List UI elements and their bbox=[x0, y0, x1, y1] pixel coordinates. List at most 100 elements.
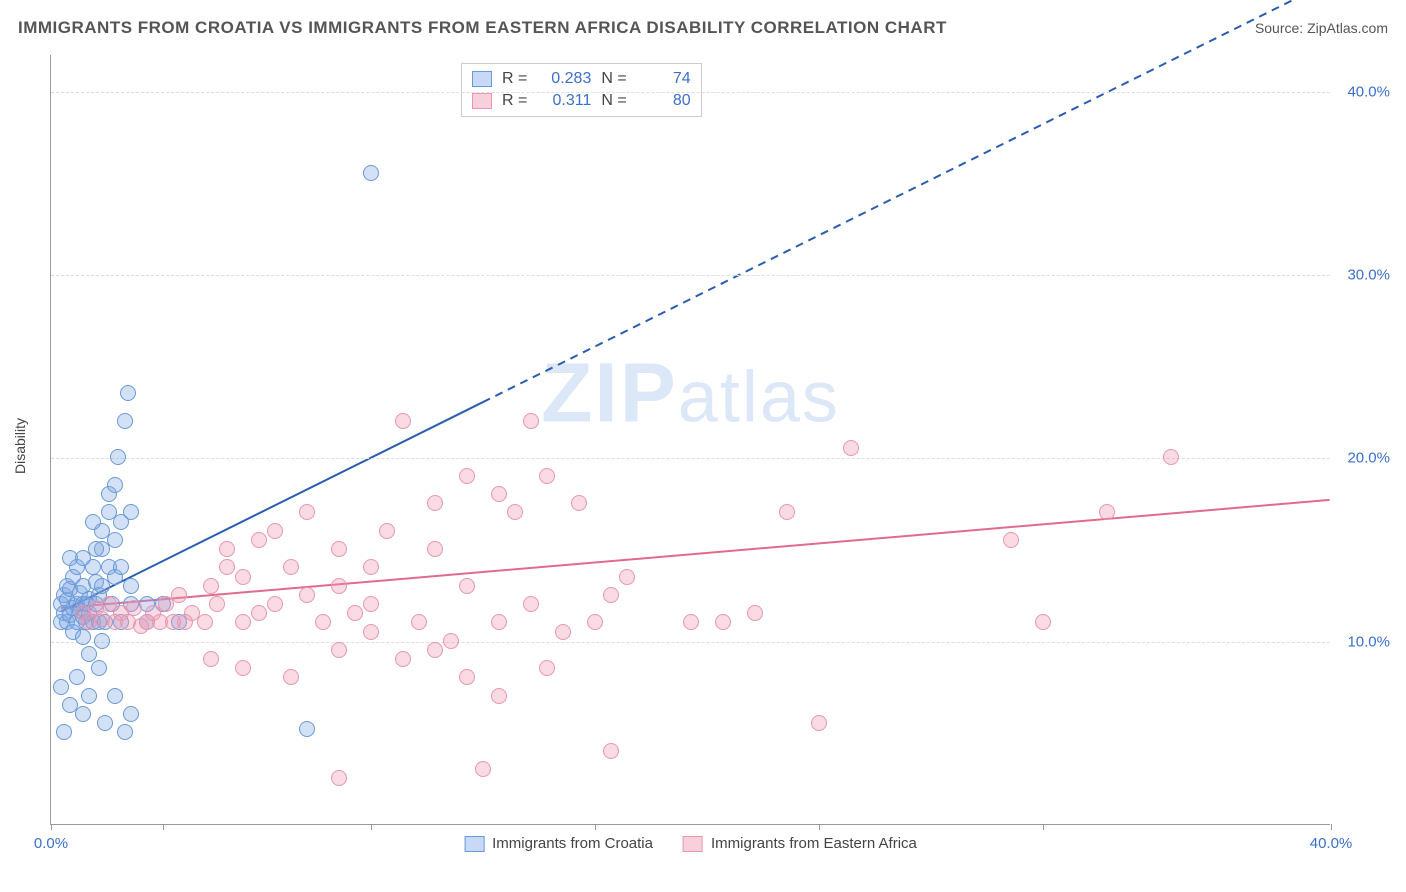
data-point bbox=[117, 413, 133, 429]
data-point bbox=[331, 541, 347, 557]
data-point bbox=[587, 614, 603, 630]
data-point bbox=[123, 504, 139, 520]
data-point bbox=[219, 541, 235, 557]
data-point bbox=[56, 724, 72, 740]
data-point bbox=[117, 724, 133, 740]
data-point bbox=[475, 761, 491, 777]
data-point bbox=[97, 715, 113, 731]
data-point bbox=[459, 468, 475, 484]
x-tick bbox=[163, 824, 164, 830]
data-point bbox=[110, 449, 126, 465]
data-point bbox=[619, 569, 635, 585]
data-point bbox=[203, 578, 219, 594]
gridline bbox=[51, 642, 1330, 643]
data-point bbox=[69, 669, 85, 685]
gridline bbox=[51, 275, 1330, 276]
data-point bbox=[1035, 614, 1051, 630]
data-point bbox=[539, 468, 555, 484]
data-point bbox=[197, 614, 213, 630]
data-point bbox=[843, 440, 859, 456]
x-tick-label: 40.0% bbox=[1310, 835, 1353, 852]
data-point bbox=[123, 578, 139, 594]
header: IMMIGRANTS FROM CROATIA VS IMMIGRANTS FR… bbox=[18, 18, 1388, 38]
data-point bbox=[107, 688, 123, 704]
data-point bbox=[107, 477, 123, 493]
data-point bbox=[411, 614, 427, 630]
data-point bbox=[113, 559, 129, 575]
data-point bbox=[85, 514, 101, 530]
gridline bbox=[51, 92, 1330, 93]
data-point bbox=[779, 504, 795, 520]
data-point bbox=[1003, 532, 1019, 548]
y-tick-label: 40.0% bbox=[1347, 83, 1390, 100]
x-tick bbox=[371, 824, 372, 830]
data-point bbox=[126, 600, 142, 616]
chart-title: IMMIGRANTS FROM CROATIA VS IMMIGRANTS FR… bbox=[18, 18, 947, 38]
data-point bbox=[299, 504, 315, 520]
source-name: ZipAtlas.com bbox=[1307, 20, 1388, 36]
data-point bbox=[1163, 449, 1179, 465]
legend-item-croatia: Immigrants from Croatia bbox=[464, 835, 653, 852]
data-point bbox=[363, 559, 379, 575]
data-point bbox=[459, 669, 475, 685]
y-tick-label: 10.0% bbox=[1347, 633, 1390, 650]
data-point bbox=[299, 587, 315, 603]
series-legend: Immigrants from Croatia Immigrants from … bbox=[464, 835, 917, 852]
data-point bbox=[251, 532, 267, 548]
data-point bbox=[491, 688, 507, 704]
data-point bbox=[363, 165, 379, 181]
data-point bbox=[427, 541, 443, 557]
y-axis-label: Disability bbox=[12, 418, 28, 474]
data-point bbox=[91, 660, 107, 676]
data-point bbox=[347, 605, 363, 621]
data-point bbox=[283, 669, 299, 685]
data-point bbox=[107, 532, 123, 548]
data-point bbox=[235, 614, 251, 630]
data-point bbox=[443, 633, 459, 649]
data-point bbox=[171, 587, 187, 603]
data-point bbox=[251, 605, 267, 621]
legend-label-a: Immigrants from Croatia bbox=[492, 835, 653, 852]
data-point bbox=[379, 523, 395, 539]
data-point bbox=[491, 486, 507, 502]
legend-item-eastern-africa: Immigrants from Eastern Africa bbox=[683, 835, 917, 852]
data-point bbox=[603, 743, 619, 759]
source-attribution: Source: ZipAtlas.com bbox=[1255, 20, 1388, 36]
trend-lines bbox=[51, 55, 1330, 824]
data-point bbox=[683, 614, 699, 630]
scatter-chart: ZIPatlas R = 0.283 N = 74 R = 0.311 N = … bbox=[50, 55, 1330, 825]
swatch-eastern-africa-icon bbox=[683, 836, 703, 852]
data-point bbox=[571, 495, 587, 511]
data-point bbox=[523, 596, 539, 612]
x-tick bbox=[819, 824, 820, 830]
data-point bbox=[555, 624, 571, 640]
data-point bbox=[53, 679, 69, 695]
data-point bbox=[219, 559, 235, 575]
y-tick-label: 30.0% bbox=[1347, 267, 1390, 284]
data-point bbox=[315, 614, 331, 630]
gridline bbox=[51, 458, 1330, 459]
x-tick bbox=[1331, 824, 1332, 830]
source-prefix: Source: bbox=[1255, 20, 1307, 36]
data-point bbox=[539, 660, 555, 676]
data-point bbox=[811, 715, 827, 731]
data-point bbox=[507, 504, 523, 520]
data-point bbox=[395, 651, 411, 667]
data-point bbox=[459, 578, 475, 594]
data-point bbox=[1099, 504, 1115, 520]
data-point bbox=[267, 523, 283, 539]
data-point bbox=[267, 596, 283, 612]
x-tick bbox=[51, 824, 52, 830]
data-point bbox=[120, 385, 136, 401]
swatch-croatia-icon bbox=[464, 836, 484, 852]
data-point bbox=[94, 633, 110, 649]
data-point bbox=[299, 721, 315, 737]
x-tick bbox=[595, 824, 596, 830]
data-point bbox=[603, 587, 619, 603]
data-point bbox=[75, 629, 91, 645]
data-point bbox=[283, 559, 299, 575]
data-point bbox=[331, 770, 347, 786]
legend-label-b: Immigrants from Eastern Africa bbox=[711, 835, 917, 852]
data-point bbox=[747, 605, 763, 621]
data-point bbox=[331, 578, 347, 594]
